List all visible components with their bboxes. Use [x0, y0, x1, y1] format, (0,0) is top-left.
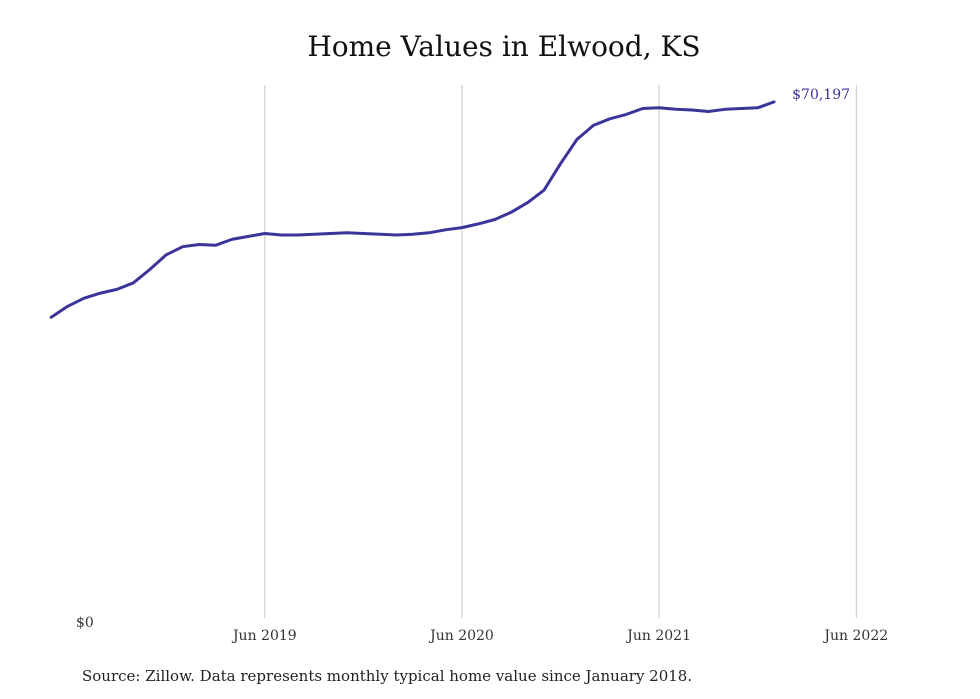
x-tick-label: Jun 2021 — [625, 628, 691, 644]
x-tick-label: Jun 2020 — [428, 628, 494, 644]
x-tick-label: Jun 2019 — [231, 628, 297, 644]
gridlines — [264, 85, 857, 618]
tick-labels: Jun 2019 Jun 2020 Jun 2021 Jun 2022 $0 $70,19… — [76, 87, 888, 644]
series-layer — [49, 100, 776, 319]
series-line-home-value — [49, 100, 776, 319]
x-tick-label: Jun 2022 — [822, 628, 888, 644]
chart-title: Home Values in Elwood, KS — [307, 30, 701, 63]
y-tick-label: $0 — [76, 615, 94, 631]
end-value-label: $70,197 — [792, 87, 850, 103]
source-note: Source: Zillow. Data represents monthly … — [82, 667, 693, 685]
